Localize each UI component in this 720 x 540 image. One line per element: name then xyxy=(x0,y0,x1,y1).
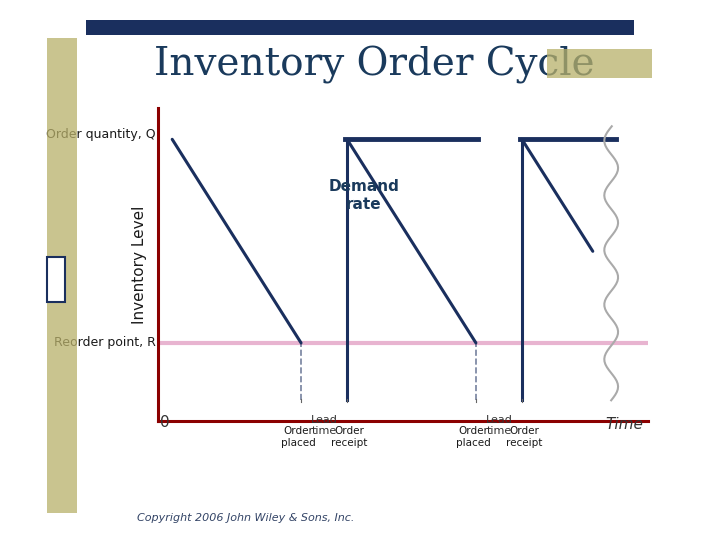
Text: Demand
rate: Demand rate xyxy=(328,179,400,212)
Text: 0: 0 xyxy=(161,415,170,430)
Text: Lead
time: Lead time xyxy=(485,415,513,436)
Text: Reorder point, R: Reorder point, R xyxy=(54,336,156,349)
Y-axis label: Inventory Level: Inventory Level xyxy=(132,205,148,324)
Text: Copyright 2006 John Wiley & Sons, Inc.: Copyright 2006 John Wiley & Sons, Inc. xyxy=(137,514,354,523)
Text: Order quantity, Q: Order quantity, Q xyxy=(47,127,156,140)
Text: Order
receipt: Order receipt xyxy=(331,427,367,448)
Text: Lead
time: Lead time xyxy=(310,415,338,436)
Text: Time: Time xyxy=(606,416,644,431)
Text: Order
placed: Order placed xyxy=(456,427,491,448)
Text: Inventory Order Cycle: Inventory Order Cycle xyxy=(154,46,595,84)
Text: Order
receipt: Order receipt xyxy=(506,427,542,448)
Text: Order
placed: Order placed xyxy=(282,427,316,448)
